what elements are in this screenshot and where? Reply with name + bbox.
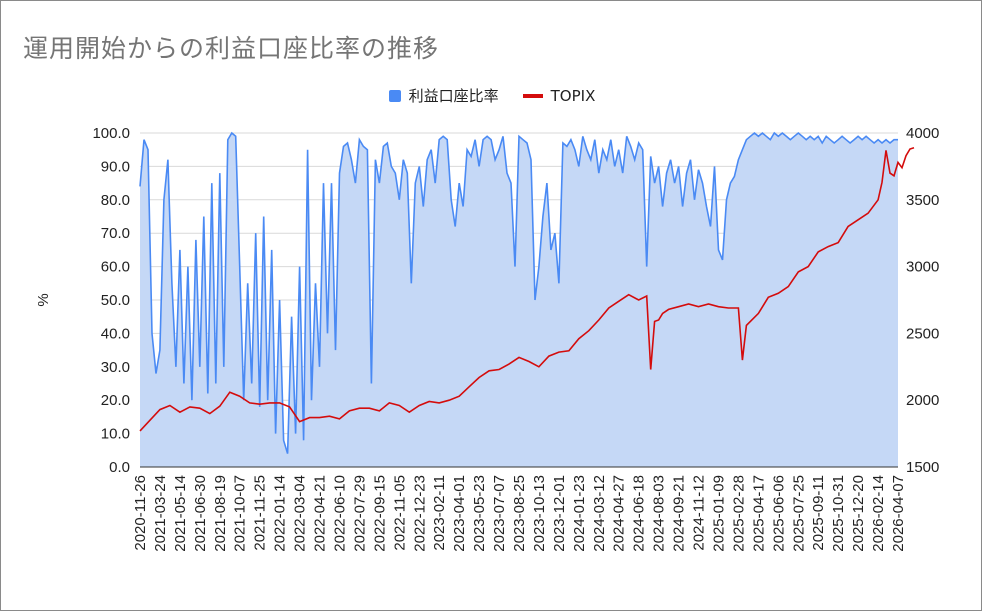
x-tick-label: 2023-05-23: [471, 475, 488, 552]
x-tick-label: 2023-04-01: [451, 475, 468, 552]
x-tick-label: 2021-11-25: [252, 475, 269, 551]
y-tick-label: 90.0: [101, 158, 130, 175]
legend-item-topix: TOPIX: [522, 86, 596, 105]
legend-swatch-profit-ratio: [388, 89, 401, 102]
x-tick-label: 2022-11-05: [391, 475, 408, 551]
x-tick-label: 2025-07-25: [790, 475, 807, 552]
x-tick-label: 2025-09-11: [810, 475, 827, 551]
x-tick-label: 2023-12-01: [551, 475, 568, 552]
x-tick-label: 2024-01-23: [571, 475, 588, 552]
y-tick-label: 50.0: [101, 292, 130, 309]
x-tick-label: 2023-10-13: [531, 475, 548, 552]
x-tick-label: 2025-06-06: [770, 475, 787, 552]
x-tick-label: 2024-09-21: [671, 475, 688, 552]
x-tick-label: 2021-03-24: [152, 475, 169, 552]
y-tick-label: 0.0: [109, 459, 130, 476]
x-tick-label: 2025-12-20: [850, 475, 867, 552]
y-axis-label: %: [35, 293, 52, 306]
y-tick-label: 10.0: [101, 426, 130, 443]
y2-tick-label: 2500: [906, 325, 939, 342]
x-tick-label: 2024-08-03: [651, 475, 668, 552]
x-tick-label: 2021-10-07: [232, 475, 249, 552]
x-tick-label: 2025-01-09: [711, 475, 728, 552]
x-tick-label: 2023-08-25: [511, 475, 528, 552]
chart-title: 運用開始からの利益口座比率の推移: [23, 34, 440, 63]
x-tick-label: 2022-06-10: [332, 475, 349, 552]
legend-label-profit-ratio: 利益口座比率: [408, 87, 499, 105]
x-tick-label: 2025-02-28: [730, 475, 747, 552]
x-tick-label: 2021-08-19: [212, 475, 229, 552]
y-tick-label: 20.0: [101, 392, 130, 409]
series-line-profit-ratio: [139, 131, 898, 454]
x-tick-label: 2022-04-21: [312, 475, 329, 552]
x-tick-label: 2022-03-04: [292, 475, 309, 552]
x-tick-label: 2025-10-31: [830, 475, 847, 552]
chart-legend: 利益口座比率 TOPIX: [1, 85, 982, 106]
x-tick-label: 2025-04-17: [750, 475, 767, 552]
y2-tick-label: 2000: [906, 392, 939, 409]
x-tick-label: 2021-05-14: [172, 475, 189, 552]
x-tick-label: 2024-06-18: [631, 475, 648, 552]
x-tick-label: 2024-11-12: [691, 475, 708, 551]
y-tick-label: 30.0: [101, 359, 130, 376]
x-tick-label: 2023-02-11: [431, 475, 448, 551]
x-tick-label: 2026-04-07: [890, 475, 907, 552]
y2-tick-label: 1500: [906, 459, 939, 476]
y2-tick-label: 3000: [906, 259, 939, 276]
x-tick-label: 2022-09-15: [371, 475, 388, 552]
y2-tick-label: 4000: [906, 125, 939, 142]
x-tick-label: 2026-02-14: [870, 475, 887, 552]
y-tick-label: 100.0: [92, 125, 130, 142]
x-tick-label: 2022-07-29: [351, 475, 368, 552]
y-tick-label: 60.0: [101, 259, 130, 276]
x-tick-label: 2023-07-07: [491, 475, 508, 552]
y-tick-label: 40.0: [101, 325, 130, 342]
y-tick-label: 80.0: [101, 192, 130, 209]
x-tick-label: 2024-03-12: [591, 475, 608, 552]
y2-tick-label: 3500: [906, 192, 939, 209]
x-tick-label: 2022-01-14: [272, 475, 289, 552]
y-tick-label: 70.0: [101, 225, 130, 242]
series-line-topix: [139, 146, 915, 432]
x-tick-label: 2021-06-30: [192, 475, 209, 552]
legend-swatch-topix: [522, 93, 543, 98]
x-tick-label: 2022-12-23: [411, 475, 428, 552]
x-tick-label: 2020-11-26: [132, 475, 149, 551]
x-tick-label: 2024-04-27: [611, 475, 628, 552]
legend-label-topix: TOPIX: [550, 86, 596, 105]
legend-item-profit-ratio: 利益口座比率: [388, 85, 499, 106]
